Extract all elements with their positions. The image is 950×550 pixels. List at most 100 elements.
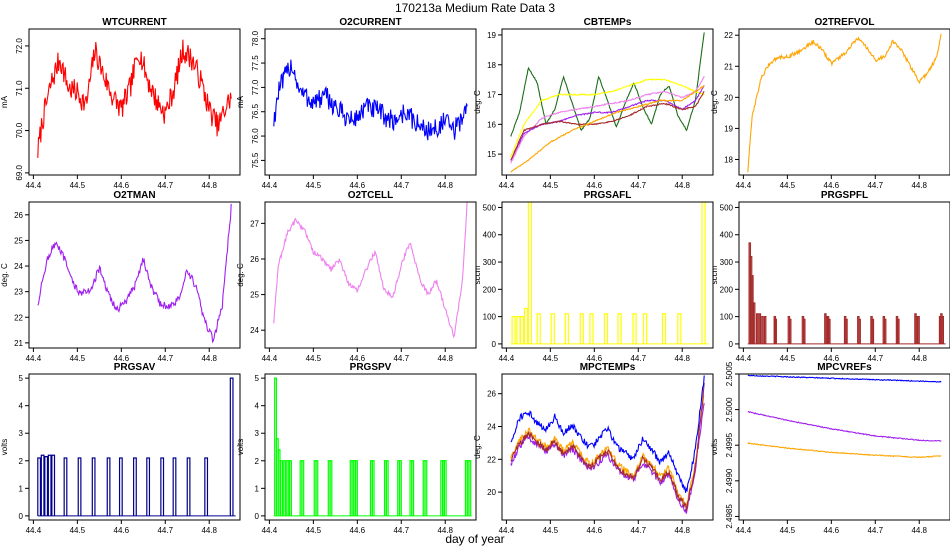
prgsav-frame xyxy=(28,373,241,521)
o2current-ytick-label: 76.5 xyxy=(251,103,260,119)
mpcvrefs-series-1 xyxy=(747,411,942,442)
prgspv-pulse xyxy=(286,460,290,516)
o2tcell-ytick-label: 24 xyxy=(250,326,259,335)
wtcurrent-xtick-label: 44.6 xyxy=(114,181,130,190)
o2current-ylabel: mA xyxy=(236,95,245,108)
mpctemps-title: MPCTEMPs xyxy=(580,362,636,373)
mpcvrefs-xtick-label: 44.8 xyxy=(911,526,927,535)
panels: WTCURRENT mA 44.4 44.5 44.6 44.7 44.8 69.0 70.0 7… xyxy=(0,17,950,535)
prgsav-ytick-label: 0 xyxy=(19,512,24,521)
prgspv-ytick-label: 2 xyxy=(255,457,260,466)
panel-o2tcell: O2TCELL deg. C 44.4 44.5 44.6 44.7 44.8 24 25 26 2… xyxy=(236,190,477,363)
prgsafl-ytick-label: 0 xyxy=(492,340,497,349)
mpcvrefs-xtick-label: 44.4 xyxy=(736,526,752,535)
prgsafl-pulse xyxy=(536,313,541,344)
wtcurrent-plot-area xyxy=(37,39,232,158)
prgspfl-ytick-label: 100 xyxy=(720,313,734,322)
mpctemps-xtick-label: 44.4 xyxy=(499,526,515,535)
wtcurrent-ytick-label: 70.0 xyxy=(15,122,24,138)
mpcvrefs-ylabel: volts xyxy=(710,439,719,455)
o2tman-ytick-label: 26 xyxy=(14,211,23,220)
prgsav-plot-area xyxy=(37,377,236,517)
cbtemps-ytick-label: 16 xyxy=(487,120,496,129)
prgsav-pulse xyxy=(204,457,209,516)
o2trefvol-frame xyxy=(738,28,950,176)
prgspfl-pulse xyxy=(941,316,945,344)
prgsafl-xtick-label: 44.8 xyxy=(674,354,690,363)
o2tcell-title: O2TCELL xyxy=(348,190,394,201)
mpcvrefs-ytick-label: 2.4990 xyxy=(725,468,734,493)
o2tman-xtick-label: 44.8 xyxy=(201,354,217,363)
cbtemps-title: CBTEMPs xyxy=(584,17,632,28)
prgspv-xtick-label: 44.4 xyxy=(262,526,278,535)
prgsafl-pulse xyxy=(701,202,706,344)
o2trefvol-xtick-label: 44.7 xyxy=(867,181,883,190)
prgsafl-pulse xyxy=(632,313,637,344)
o2current-ytick-label: 77.0 xyxy=(251,79,260,95)
prgspv-xtick-label: 44.8 xyxy=(437,526,453,535)
prgsav-pulse xyxy=(118,457,123,516)
prgsav-pulse xyxy=(172,457,177,516)
prgspfl-pulse xyxy=(897,318,900,344)
prgspv-pulse xyxy=(424,460,428,516)
prgsav-xtick-label: 44.5 xyxy=(70,526,86,535)
prgsav-xtick-label: 44.7 xyxy=(157,526,173,535)
prgspfl-pulse xyxy=(755,313,759,344)
o2tcell-xtick-label: 44.7 xyxy=(393,354,409,363)
mpcvrefs-ytick-label: 2.5000 xyxy=(725,397,734,422)
o2trefvol-plot-area xyxy=(747,33,942,173)
prgspfl-pulse xyxy=(788,318,792,344)
prgsafl-pulse xyxy=(523,307,529,344)
o2tman-ylabel: deg. C xyxy=(0,263,9,287)
panel-cbtemps: CBTEMPs deg. C 44.4 44.5 44.6 44.7 44.8 15 16 17 1… xyxy=(473,17,714,190)
mpctemps-xtick-label: 44.6 xyxy=(587,526,603,535)
prgspfl-pulse xyxy=(883,318,887,344)
o2trefvol-xtick-label: 44.6 xyxy=(824,181,840,190)
prgsafl-ytick-label: 300 xyxy=(483,258,497,267)
o2current-plot-area xyxy=(273,59,468,141)
cbtemps-ytick-label: 19 xyxy=(487,31,496,40)
mpctemps-frame xyxy=(501,373,714,521)
o2current-ytick-label: 75.5 xyxy=(251,152,260,168)
prgspfl-pulse xyxy=(763,316,767,344)
o2current-title: O2CURRENT xyxy=(339,17,401,28)
prgspv-pulse xyxy=(371,460,375,516)
cbtemps-xtick-label: 44.8 xyxy=(674,181,690,190)
panel-o2tman: O2TMAN deg. C 44.4 44.5 44.6 44.7 44.8 21 22 23 24… xyxy=(0,190,241,363)
mpcvrefs-series-0 xyxy=(747,374,942,383)
wtcurrent-xtick-label: 44.8 xyxy=(201,181,217,190)
prgsav-pulse xyxy=(77,457,82,516)
o2tman-xtick-label: 44.5 xyxy=(70,354,86,363)
cbtemps-xtick-label: 44.6 xyxy=(587,181,603,190)
mpctemps-series-2 xyxy=(510,382,705,512)
mpctemps-xtick-label: 44.8 xyxy=(674,526,690,535)
mpcvrefs-ytick-label: 2.4995 xyxy=(725,432,734,457)
prgsav-pulse xyxy=(63,457,68,516)
prgspfl-xtick-label: 44.8 xyxy=(911,354,927,363)
prgspfl-pulse xyxy=(858,318,861,344)
cbtemps-series-0 xyxy=(510,32,705,137)
prgspv-pulse xyxy=(280,460,284,516)
prgspv-pulse xyxy=(354,460,358,516)
o2tcell-xtick-label: 44.5 xyxy=(306,354,322,363)
prgsav-pulse xyxy=(37,457,42,516)
mpctemps-ytick-label: 24 xyxy=(487,422,496,431)
wtcurrent-ytick-label: 69.0 xyxy=(15,165,24,181)
prgspv-pulse xyxy=(329,460,333,516)
mpctemps-series-0 xyxy=(510,395,705,507)
cbtemps-series-2 xyxy=(510,76,705,164)
o2current-xtick-label: 44.5 xyxy=(306,181,322,190)
wtcurrent-ylabel: mA xyxy=(0,95,9,108)
o2current-xtick-label: 44.6 xyxy=(350,181,366,190)
prgsav-xtick-label: 44.8 xyxy=(201,526,217,535)
cbtemps-ylabel: deg. C xyxy=(473,90,482,114)
o2trefvol-ytick-label: 21 xyxy=(724,62,733,71)
prgspfl-pulse xyxy=(761,316,764,344)
prgspfl-ytick-label: 500 xyxy=(720,203,734,212)
prgspv-ytick-label: 4 xyxy=(255,402,260,411)
mpcvrefs-frame xyxy=(738,373,950,521)
prgspfl-pulse xyxy=(803,318,806,344)
prgspfl-title: PRGSPFL xyxy=(821,190,868,201)
cbtemps-xtick-label: 44.7 xyxy=(630,181,646,190)
prgsav-xtick-label: 44.6 xyxy=(114,526,130,535)
